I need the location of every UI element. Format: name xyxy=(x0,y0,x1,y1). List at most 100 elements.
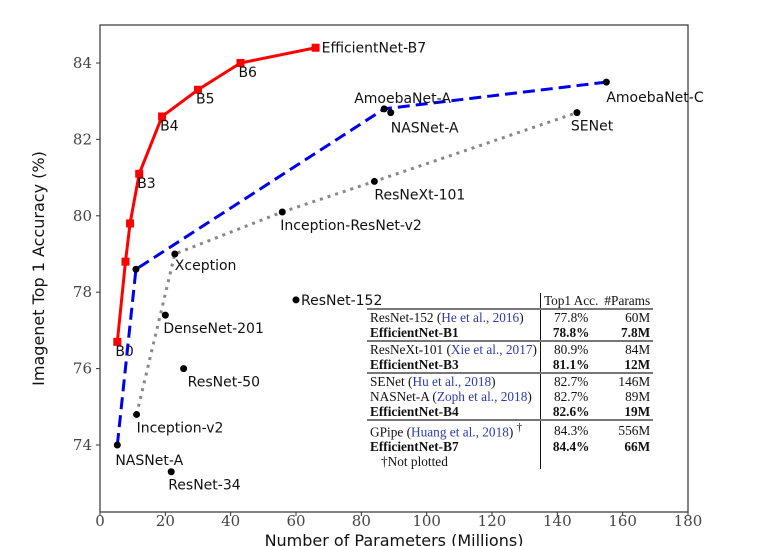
x-tick-label: 180 xyxy=(674,512,703,530)
x-tick-label: 160 xyxy=(608,512,637,530)
acc-cell: 80.9% xyxy=(539,340,602,357)
model-name: EfficientNet-B1 xyxy=(370,325,459,340)
table-row: EfficientNet-B4 82.6% 19M xyxy=(367,404,654,420)
y-tick-label: 80 xyxy=(73,207,92,225)
point-label: DenseNet-201 xyxy=(163,321,264,337)
data-point xyxy=(133,410,141,418)
point-label: Xception xyxy=(175,258,237,274)
data-point xyxy=(171,250,179,258)
series-line-0 xyxy=(115,46,316,343)
x-tick-label: 140 xyxy=(543,512,572,530)
acc-cell: 84.4% xyxy=(539,439,602,455)
point-label: B6 xyxy=(238,65,257,81)
acc-cell: 84.3% xyxy=(539,418,602,440)
acc-cell: 82.7% xyxy=(539,389,602,404)
params-cell: 556M xyxy=(601,418,654,440)
y-tick-label: 84 xyxy=(73,54,92,72)
header-acc: Top1 Acc. xyxy=(539,293,602,310)
model-name: GPipe xyxy=(370,424,404,440)
citation: Xie et al., 2017 xyxy=(450,342,533,357)
header-params: #Params xyxy=(601,293,654,310)
data-point xyxy=(167,468,175,476)
y-tick-label: 74 xyxy=(73,436,92,454)
data-point xyxy=(573,109,581,117)
point-label: AmoebaNet-A xyxy=(354,91,451,107)
point-label: NASNet-A xyxy=(115,453,183,469)
point-label: B3 xyxy=(137,176,156,192)
comparison-table: Top1 Acc. #Params ResNet-152 (He et al., 2… xyxy=(367,293,654,470)
header-model xyxy=(367,293,541,310)
table-row: EfficientNet-B3 81.1% 12M xyxy=(367,357,654,373)
data-point xyxy=(180,365,188,373)
data-point xyxy=(387,109,395,117)
table-row: NASNet-A (Zoph et al., 2018) 82.7% 89M xyxy=(367,389,654,404)
point-label: ResNeXt-101 xyxy=(374,187,465,203)
table-row: ResNeXt-101 (Xie et al., 2017) 80.9% 84M xyxy=(367,340,654,357)
citation: Zoph et al., 2018 xyxy=(436,389,528,404)
data-point xyxy=(602,78,610,86)
series-line-1 xyxy=(115,80,607,446)
data-point-square xyxy=(135,169,144,178)
model-name: ResNet-152 xyxy=(370,310,434,325)
point-label: Inception-ResNet-v2 xyxy=(280,218,422,234)
x-tick-label: 0 xyxy=(95,512,105,530)
acc-cell: 82.6% xyxy=(539,404,602,420)
point-label: EfficientNet-B7 xyxy=(322,41,427,57)
table-row: SENet (Hu et al., 2018) 82.7% 146M xyxy=(367,372,654,389)
point-label: ResNet-152 xyxy=(301,293,382,309)
point-label: B0 xyxy=(115,344,134,360)
table-row: GPipe (Huang et al., 2018) † 84.3% 556M xyxy=(367,418,654,440)
model-name: ResNeXt-101 xyxy=(370,342,444,357)
data-point-square xyxy=(236,59,245,67)
data-point-square xyxy=(194,85,202,94)
point-label: ResNet-34 xyxy=(168,478,241,494)
point-label: NASNet-A xyxy=(391,121,459,137)
acc-cell: 77.8% xyxy=(539,309,602,325)
point-label: ResNet-50 xyxy=(188,375,260,391)
data-point-square xyxy=(121,257,130,266)
data-point-square xyxy=(113,337,122,346)
data-point xyxy=(292,296,300,304)
table-row: EfficientNet-B7 84.4% 66M xyxy=(367,439,654,455)
acc-cell: 82.7% xyxy=(539,372,602,389)
point-label: AmoebaNet-C xyxy=(606,90,703,106)
blank xyxy=(601,454,653,469)
x-tick-label: 120 xyxy=(478,512,507,530)
data-point xyxy=(161,311,169,319)
point-label: SENet xyxy=(571,119,614,135)
point-label: B4 xyxy=(160,118,179,134)
params-cell: 60M xyxy=(601,309,654,325)
x-tick-label: 80 xyxy=(352,512,371,530)
acc-cell: 78.8% xyxy=(539,325,602,341)
data-point-square xyxy=(126,219,135,228)
x-tick-label: 20 xyxy=(156,512,175,530)
point-label: B5 xyxy=(196,92,215,108)
model-cell: EfficientNet-B7 xyxy=(367,439,541,455)
params-cell: 146M xyxy=(601,372,654,389)
y-tick-label: 78 xyxy=(73,283,92,301)
model-name: EfficientNet-B3 xyxy=(370,357,459,372)
footnote: †Not plotted xyxy=(381,454,448,470)
model-name: EfficientNet-B7 xyxy=(370,439,459,455)
plot-frame xyxy=(99,24,689,513)
x-tick-label: 40 xyxy=(221,512,240,530)
data-point-square xyxy=(311,43,320,52)
x-tick-label: 100 xyxy=(412,512,441,530)
table-header-row: Top1 Acc. #Params xyxy=(367,293,654,310)
data-point xyxy=(113,441,121,449)
model-cell: EfficientNet-B3 xyxy=(367,357,541,373)
model-cell: NASNet-A (Zoph et al., 2018) xyxy=(367,389,541,404)
model-cell: EfficientNet-B1 xyxy=(367,325,541,341)
acc-cell: 81.1% xyxy=(539,357,602,373)
model-cell: EfficientNet-B4 xyxy=(367,404,541,420)
citation: Huang et al., 2018 xyxy=(411,424,509,440)
dagger: † xyxy=(516,422,523,434)
data-point-square xyxy=(158,112,167,121)
model-cell: ResNeXt-101 (Xie et al., 2017) xyxy=(367,340,541,357)
citation: He et al., 2016 xyxy=(441,310,520,325)
footnote-row: †Not plotted xyxy=(367,454,653,470)
y-axis-label: Imagenet Top 1 Accuracy (%) xyxy=(29,151,48,386)
y-tick-label: 76 xyxy=(73,360,92,378)
